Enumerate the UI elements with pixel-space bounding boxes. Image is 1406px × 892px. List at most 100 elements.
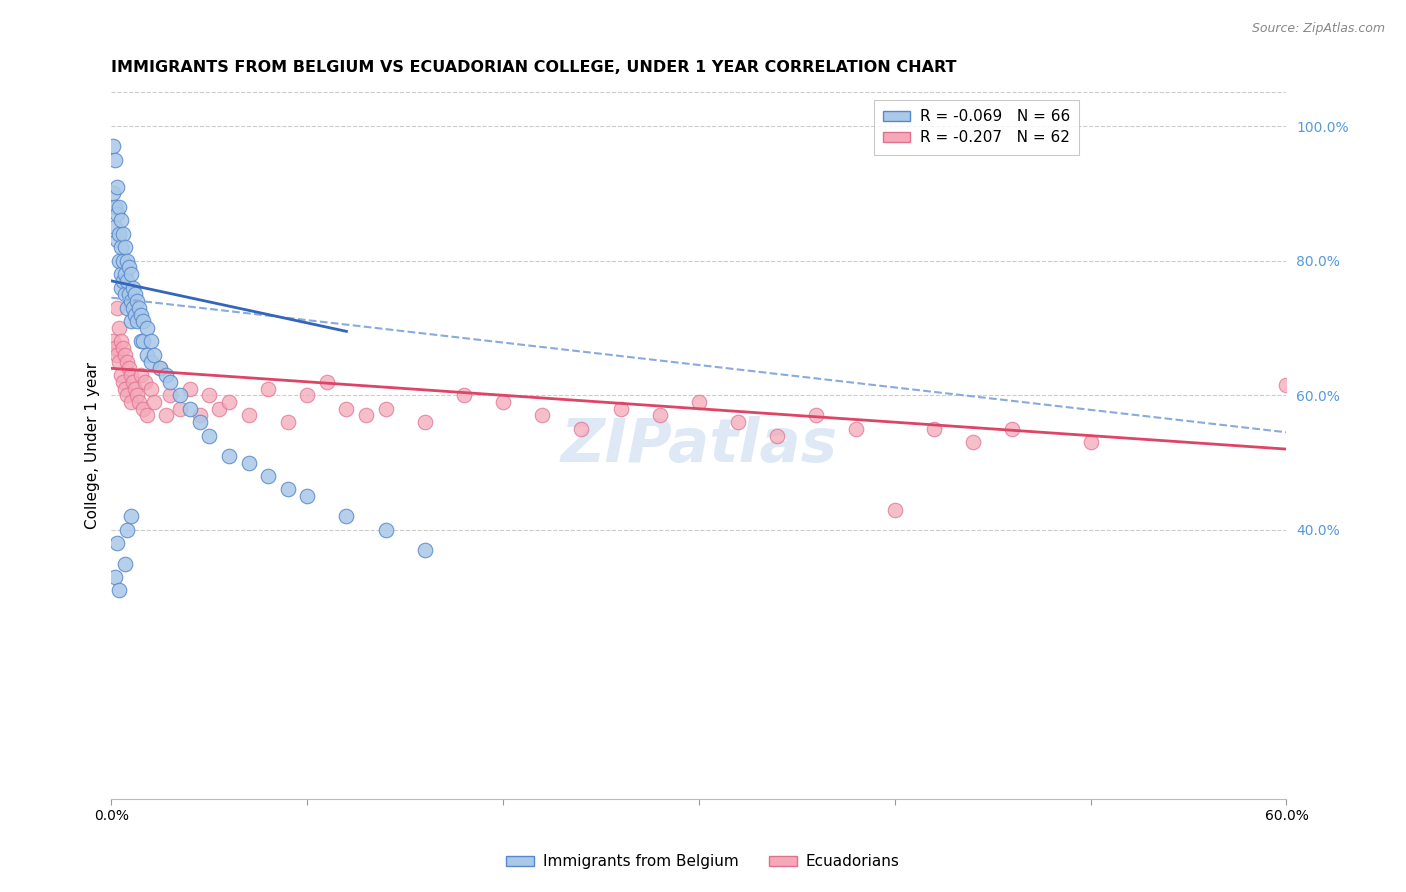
Point — [159, 375, 181, 389]
Point — [108, 354, 131, 368]
Point — [124, 382, 146, 396]
Point — [124, 287, 146, 301]
Point — [105, 234, 128, 248]
Point — [120, 368, 142, 382]
Point — [159, 388, 181, 402]
Point — [103, 334, 125, 349]
Point — [169, 388, 191, 402]
Point — [297, 489, 319, 503]
Point — [413, 415, 436, 429]
Point — [208, 401, 231, 416]
Point — [132, 334, 155, 349]
Legend: R = -0.069   N = 66, R = -0.207   N = 62: R = -0.069 N = 66, R = -0.207 N = 62 — [873, 100, 1078, 154]
Y-axis label: College, Under 1 year: College, Under 1 year — [86, 362, 100, 529]
Point — [120, 509, 142, 524]
Point — [118, 287, 141, 301]
Point — [110, 240, 132, 254]
Point — [315, 375, 337, 389]
Point — [297, 388, 319, 402]
Point — [115, 301, 138, 315]
Point — [149, 361, 172, 376]
Point — [129, 334, 152, 349]
Point — [374, 523, 396, 537]
Point — [115, 354, 138, 368]
Point — [531, 409, 554, 423]
Point — [143, 395, 166, 409]
Point — [135, 321, 157, 335]
Point — [110, 267, 132, 281]
Point — [135, 409, 157, 423]
Point — [108, 253, 131, 268]
Point — [135, 348, 157, 362]
Point — [125, 314, 148, 328]
Point — [103, 186, 125, 201]
Point — [155, 409, 177, 423]
Point — [188, 415, 211, 429]
Point — [139, 334, 162, 349]
Point — [108, 583, 131, 598]
Point — [238, 456, 260, 470]
Point — [124, 308, 146, 322]
Point — [335, 401, 357, 416]
Point — [115, 388, 138, 402]
Point — [188, 409, 211, 423]
Point — [112, 341, 135, 355]
Point — [108, 321, 131, 335]
Point — [277, 483, 299, 497]
Point — [120, 395, 142, 409]
Point — [105, 301, 128, 315]
Point — [609, 401, 631, 416]
Point — [143, 348, 166, 362]
Point — [413, 543, 436, 558]
Point — [155, 368, 177, 382]
Text: Source: ZipAtlas.com: Source: ZipAtlas.com — [1251, 22, 1385, 36]
Legend: Immigrants from Belgium, Ecuadorians: Immigrants from Belgium, Ecuadorians — [501, 848, 905, 875]
Point — [128, 395, 150, 409]
Point — [112, 274, 135, 288]
Point — [806, 409, 828, 423]
Point — [218, 395, 240, 409]
Point — [129, 308, 152, 322]
Point — [1080, 435, 1102, 450]
Point — [129, 368, 152, 382]
Point — [648, 409, 671, 423]
Point — [115, 274, 138, 288]
Point — [149, 361, 172, 376]
Point — [104, 153, 127, 167]
Point — [112, 375, 135, 389]
Point — [134, 375, 156, 389]
Point — [766, 428, 789, 442]
Point — [105, 536, 128, 550]
Point — [883, 502, 905, 516]
Point — [122, 375, 145, 389]
Point — [110, 368, 132, 382]
Point — [132, 401, 155, 416]
Point — [922, 422, 945, 436]
Point — [104, 341, 127, 355]
Point — [492, 395, 515, 409]
Point — [114, 267, 136, 281]
Point — [169, 401, 191, 416]
Point — [118, 260, 141, 275]
Point — [688, 395, 710, 409]
Point — [571, 422, 593, 436]
Point — [115, 523, 138, 537]
Point — [125, 388, 148, 402]
Point — [105, 206, 128, 220]
Point — [122, 301, 145, 315]
Point — [128, 301, 150, 315]
Point — [112, 227, 135, 241]
Point — [198, 388, 221, 402]
Point — [114, 557, 136, 571]
Point — [179, 382, 201, 396]
Point — [238, 409, 260, 423]
Point — [120, 294, 142, 309]
Point — [1275, 378, 1298, 392]
Point — [132, 314, 155, 328]
Point — [179, 401, 201, 416]
Text: ZIPatlas: ZIPatlas — [561, 417, 838, 475]
Point — [114, 382, 136, 396]
Point — [125, 294, 148, 309]
Point — [257, 469, 280, 483]
Point — [104, 220, 127, 235]
